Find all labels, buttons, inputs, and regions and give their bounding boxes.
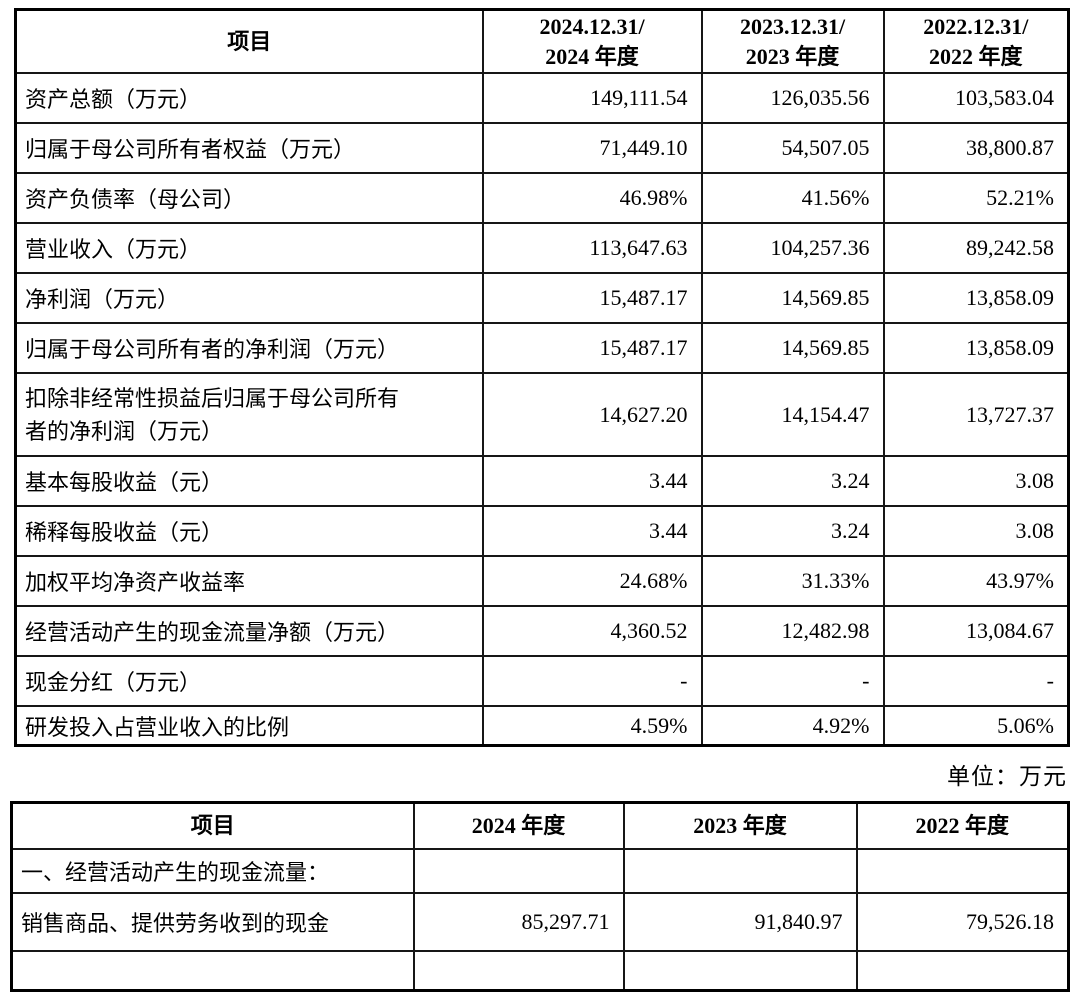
unit-label: 单位：万元	[947, 764, 1067, 789]
value-cell: 13,727.37	[882, 372, 1070, 458]
value-cell: 12,482.98	[700, 605, 885, 658]
column-header-2024: 2024 年度	[412, 801, 625, 850]
row-label: 资产负债率（母公司）	[14, 172, 484, 225]
value-cell: 3.08	[882, 505, 1070, 558]
table-row-clipped	[10, 949, 1070, 992]
cashflow-header-row: 项目 2024 年度 2023 年度 2022 年度	[10, 801, 1070, 850]
value-cell: 3.24	[700, 455, 885, 508]
table-row: 资产负债率（母公司） 46.98% 41.56% 52.21%	[14, 172, 1070, 225]
value-cell: 5.06%	[882, 705, 1070, 747]
column-header-item: 项目	[10, 801, 415, 850]
value-cell: 14,154.47	[700, 372, 885, 458]
value-cell	[855, 847, 1070, 894]
section-row-label: 一、经营活动产生的现金流量：	[10, 847, 415, 894]
value-cell: 103,583.04	[882, 72, 1070, 125]
value-cell: 4,360.52	[481, 605, 703, 658]
row-label: 净利润（万元）	[14, 272, 484, 325]
value-cell: 4.92%	[700, 705, 885, 747]
row-label: 营业收入（万元）	[14, 222, 484, 275]
table-row: 基本每股收益（元） 3.44 3.24 3.08	[14, 455, 1070, 508]
table-row: 归属于母公司所有者的净利润（万元） 15,487.17 14,569.85 13…	[14, 322, 1070, 375]
row-label: 基本每股收益（元）	[14, 455, 484, 508]
value-cell: 3.44	[481, 505, 703, 558]
value-cell: 91,840.97	[622, 891, 858, 952]
row-label: 归属于母公司所有者的净利润（万元）	[14, 322, 484, 375]
table-row: 研发投入占营业收入的比例 4.59% 4.92% 5.06%	[14, 705, 1070, 747]
row-label: 资产总额（万元）	[14, 72, 484, 125]
value-cell: 13,858.09	[882, 322, 1070, 375]
value-cell: 52.21%	[882, 172, 1070, 225]
value-cell: 41.56%	[700, 172, 885, 225]
value-cell: 149,111.54	[481, 72, 703, 125]
table-row: 归属于母公司所有者权益（万元） 71,449.10 54,507.05 38,8…	[14, 122, 1070, 175]
table-row: 加权平均净资产收益率 24.68% 31.33% 43.97%	[14, 555, 1070, 608]
value-cell: 104,257.36	[700, 222, 885, 275]
value-cell: 13,858.09	[882, 272, 1070, 325]
value-cell: 3.08	[882, 455, 1070, 508]
value-cell: 3.44	[481, 455, 703, 508]
cash-flow-table: 项目 2024 年度 2023 年度 2022 年度 一、经营活动产生的现金流量…	[10, 801, 1070, 992]
value-cell: 54,507.05	[700, 122, 885, 175]
value-cell: 85,297.71	[412, 891, 625, 952]
column-header-2022: 2022 年度	[855, 801, 1070, 850]
value-cell: 43.97%	[882, 555, 1070, 608]
table-row: 扣除非经常性损益后归属于母公司所有 者的净利润（万元） 14,627.20 14…	[14, 372, 1070, 458]
value-cell: -	[700, 655, 885, 708]
value-cell: -	[882, 655, 1070, 708]
row-label: 稀释每股收益（元）	[14, 505, 484, 558]
value-cell: 14,569.85	[700, 322, 885, 375]
table-row: 净利润（万元） 15,487.17 14,569.85 13,858.09	[14, 272, 1070, 325]
table-row: 营业收入（万元） 113,647.63 104,257.36 89,242.58	[14, 222, 1070, 275]
row-label	[10, 949, 415, 992]
value-cell: 14,627.20	[481, 372, 703, 458]
value-cell: 24.68%	[481, 555, 703, 608]
value-cell	[622, 847, 858, 894]
row-label: 现金分红（万元）	[14, 655, 484, 708]
row-label: 销售商品、提供劳务收到的现金	[10, 891, 415, 952]
value-cell	[855, 949, 1070, 992]
column-header-2023: 2023 年度	[622, 801, 858, 850]
value-cell: -	[481, 655, 703, 708]
value-cell	[622, 949, 858, 992]
value-cell: 89,242.58	[882, 222, 1070, 275]
value-cell: 31.33%	[700, 555, 885, 608]
value-cell	[412, 847, 625, 894]
value-cell: 15,487.17	[481, 322, 703, 375]
value-cell: 46.98%	[481, 172, 703, 225]
value-cell: 3.24	[700, 505, 885, 558]
column-header-item: 项目	[14, 8, 484, 75]
table-row: 稀释每股收益（元） 3.44 3.24 3.08	[14, 505, 1070, 558]
value-cell: 71,449.10	[481, 122, 703, 175]
value-cell: 15,487.17	[481, 272, 703, 325]
value-cell: 113,647.63	[481, 222, 703, 275]
column-header-2022: 2022.12.31/ 2022 年度	[882, 8, 1070, 75]
table-row: 资产总额（万元） 149,111.54 126,035.56 103,583.0…	[14, 72, 1070, 125]
row-label: 研发投入占营业收入的比例	[14, 705, 484, 747]
column-header-2024: 2024.12.31/ 2024 年度	[481, 8, 703, 75]
financial-summary-table: 项目 2024.12.31/ 2024 年度 2023.12.31/ 2023 …	[14, 8, 1070, 747]
value-cell: 126,035.56	[700, 72, 885, 125]
table-row: 销售商品、提供劳务收到的现金 85,297.71 91,840.97 79,52…	[10, 891, 1070, 952]
value-cell: 4.59%	[481, 705, 703, 747]
value-cell	[412, 949, 625, 992]
table-row: 经营活动产生的现金流量净额（万元） 4,360.52 12,482.98 13,…	[14, 605, 1070, 658]
value-cell: 14,569.85	[700, 272, 885, 325]
table-row: 一、经营活动产生的现金流量：	[10, 847, 1070, 894]
value-cell: 38,800.87	[882, 122, 1070, 175]
row-label: 扣除非经常性损益后归属于母公司所有 者的净利润（万元）	[14, 372, 484, 458]
row-label: 归属于母公司所有者权益（万元）	[14, 122, 484, 175]
column-header-2023: 2023.12.31/ 2023 年度	[700, 8, 885, 75]
row-label: 加权平均净资产收益率	[14, 555, 484, 608]
table-row: 现金分红（万元） - - -	[14, 655, 1070, 708]
summary-header-row: 项目 2024.12.31/ 2024 年度 2023.12.31/ 2023 …	[14, 8, 1070, 75]
row-label: 经营活动产生的现金流量净额（万元）	[14, 605, 484, 658]
value-cell: 79,526.18	[855, 891, 1070, 952]
value-cell: 13,084.67	[882, 605, 1070, 658]
